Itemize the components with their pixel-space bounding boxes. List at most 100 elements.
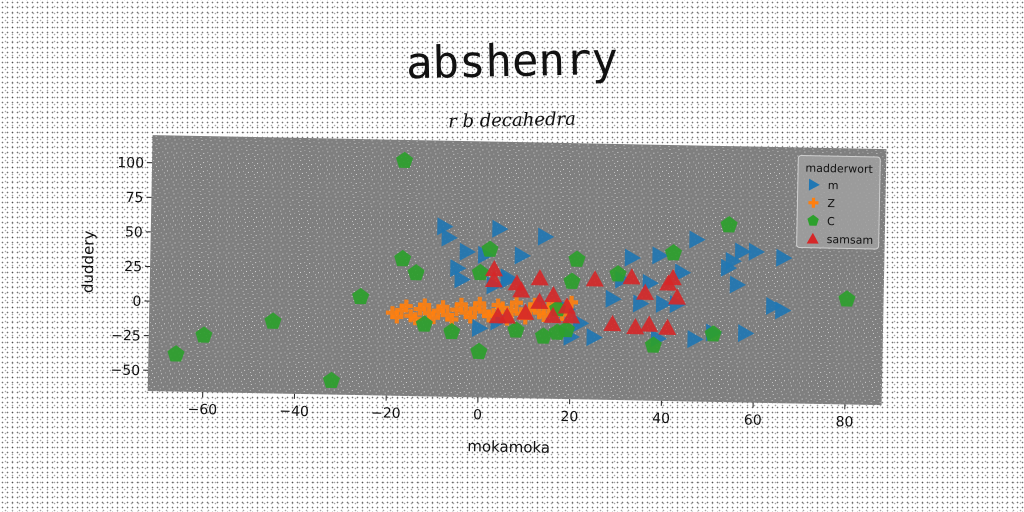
point-c: [322, 371, 341, 389]
point-c: [407, 263, 425, 281]
point-c: [470, 342, 488, 360]
x-tick-label: −60: [187, 402, 217, 419]
point-z: [395, 303, 409, 317]
point-c: [568, 250, 586, 267]
y-tick-label: −25: [111, 328, 141, 345]
point-c: [394, 249, 412, 267]
point-c: [167, 345, 185, 362]
point-c: [720, 216, 738, 233]
point-m: [687, 330, 704, 349]
point-z: [422, 306, 436, 320]
x-tick-label: 60: [744, 412, 762, 428]
point-m: [765, 297, 783, 316]
point-c: [264, 312, 282, 329]
point-c: [415, 315, 433, 332]
y-tick-label: 75: [125, 190, 143, 206]
point-c: [471, 263, 489, 281]
point-samsam: [544, 286, 563, 303]
y-tick-label: 100: [117, 155, 144, 172]
point-samsam: [543, 306, 562, 324]
point-c: [443, 322, 461, 340]
point-c: [563, 272, 581, 289]
legend-label-c: C: [827, 215, 835, 228]
y-tick-label: −50: [110, 363, 140, 380]
point-z: [427, 311, 441, 325]
point-m: [500, 271, 517, 290]
point-samsam: [585, 270, 604, 287]
point-z: [564, 295, 579, 309]
point-m: [471, 319, 489, 338]
point-z: [418, 298, 432, 312]
point-m: [605, 289, 622, 308]
point-m: [734, 242, 752, 261]
point-z: [463, 310, 477, 324]
point-samsam: [626, 318, 645, 335]
point-m: [492, 219, 509, 238]
point-samsam: [512, 281, 531, 298]
point-z: [436, 300, 450, 314]
point-samsam: [516, 303, 535, 320]
x-tick-label: 0: [473, 407, 482, 423]
point-samsam: [485, 259, 504, 277]
point-m: [720, 258, 738, 277]
y-tick-label: 0: [132, 294, 141, 310]
point-m: [514, 246, 531, 265]
point-z: [509, 296, 524, 310]
point-samsam: [668, 288, 687, 305]
point-samsam: [622, 268, 641, 285]
x-tick-label: 80: [835, 414, 853, 430]
point-m: [450, 259, 467, 278]
point-m: [454, 270, 471, 289]
point-m: [689, 230, 706, 249]
point-z: [468, 302, 482, 316]
point-c: [664, 243, 683, 261]
point-z: [454, 297, 468, 311]
point-samsam: [488, 307, 507, 324]
point-samsam: [639, 315, 658, 332]
legend-label-m: m: [828, 179, 839, 192]
point-c: [704, 325, 722, 342]
legend-label-samsam: samsam: [827, 233, 874, 247]
point-c: [352, 287, 370, 305]
x-tick-label: 40: [652, 411, 670, 427]
point-z: [491, 298, 505, 312]
point-z: [390, 310, 404, 324]
point-samsam: [658, 318, 677, 336]
point-samsam: [530, 292, 549, 310]
point-samsam: [562, 307, 581, 324]
point-z: [473, 296, 487, 310]
point-z: [445, 312, 459, 326]
point-samsam: [484, 271, 503, 288]
point-m: [737, 324, 755, 343]
point-m: [729, 275, 747, 294]
point-z: [413, 302, 427, 316]
plot-noise: [147, 135, 887, 406]
legend-label-z: Z: [827, 197, 835, 210]
y-tick-label: 25: [124, 259, 142, 275]
point-m: [437, 217, 454, 236]
point-samsam: [635, 283, 654, 300]
legend-marker-samsam: [806, 232, 819, 244]
legend-box: [796, 155, 881, 250]
point-samsam: [663, 268, 682, 286]
legend-marker-m: [808, 178, 820, 191]
point-c: [195, 326, 213, 343]
legend-title: madderwort: [805, 162, 873, 176]
point-z: [431, 304, 445, 318]
x-axis-label: mokamoka: [467, 437, 550, 457]
y-axis: −50 −25 0 25 50 75 100: [110, 155, 153, 380]
point-z: [523, 303, 537, 317]
legend-marker-c: [807, 214, 819, 226]
plot-area: −60 −40 −20 0 20 40 60 80 −50 −25 0 25 50 75 100 moka…: [79, 135, 887, 457]
point-m: [655, 294, 673, 313]
x-axis: −60 −40 −20 0 20 40 60 80: [187, 392, 854, 431]
point-c: [481, 240, 499, 257]
data-marks: [167, 151, 856, 389]
x-tick-label: −40: [279, 404, 309, 421]
point-z: [459, 306, 473, 320]
point-m: [586, 328, 603, 347]
point-z: [477, 305, 491, 319]
point-z: [482, 309, 496, 323]
